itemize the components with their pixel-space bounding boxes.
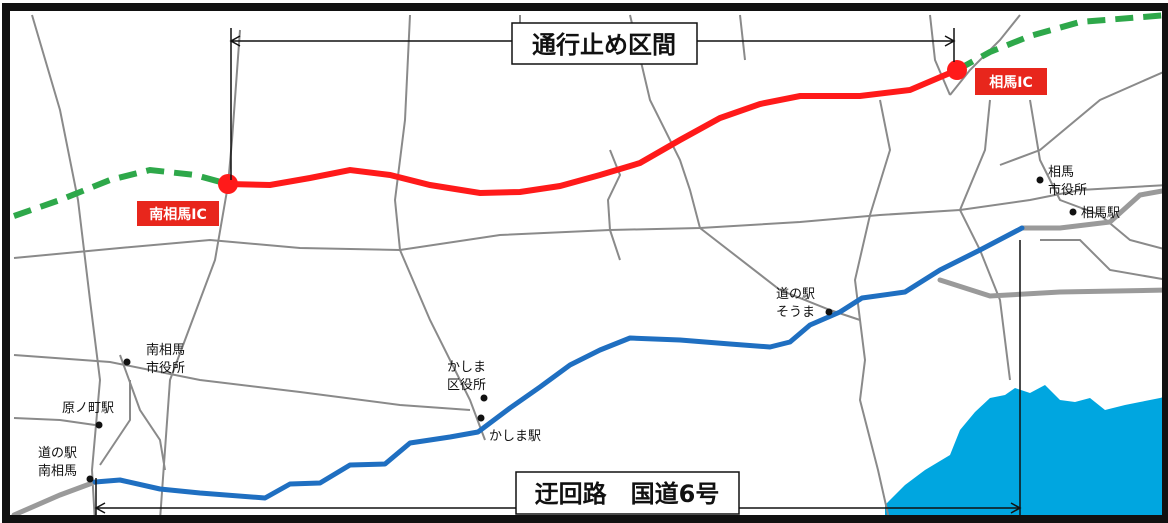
soma-city-hall-label-2: 市役所 <box>1048 182 1087 198</box>
place-soma-station: 相馬駅 <box>1069 206 1120 221</box>
detour-label-box: 迂回路 国道6号 <box>515 471 740 515</box>
map-frame <box>2 3 1168 523</box>
place-kashima-station: かしま駅 <box>477 414 541 444</box>
closure-section-bracket <box>229 28 956 180</box>
expressway-open-sections <box>13 12 1168 219</box>
kashima-ward-office-dot <box>480 394 488 402</box>
minamisoma-city-hall-dot <box>123 358 131 366</box>
michinoeki-soma-label-1: 道の駅 <box>776 287 815 302</box>
minamisoma-city-hall-label-1: 南相馬 <box>146 342 185 358</box>
place-minamisoma-city-hall: 南相馬 市役所 <box>123 342 185 376</box>
major-roads <box>11 187 1168 518</box>
soma-ic-text: 相馬IC <box>989 74 1032 91</box>
kashima-ward-office-label-1: かしま <box>447 360 486 375</box>
place-soma-city-hall: 相馬 市役所 <box>1036 165 1087 198</box>
minamisoma-city-hall-label-2: 市役所 <box>146 360 185 376</box>
soma-station-dot <box>1069 208 1077 216</box>
closure-section-label-box: 通行止め区間 <box>511 22 698 65</box>
soma-ic-marker <box>947 60 967 80</box>
michinoeki-soma-dot <box>825 308 833 316</box>
detour-route-national-6 <box>92 225 1025 501</box>
closure-section-label: 通行止め区間 <box>532 31 676 59</box>
kashima-station-dot <box>477 414 485 422</box>
kashima-ward-office-label-2: 区役所 <box>447 378 486 393</box>
place-kashima-ward-office: かしま 区役所 <box>447 360 488 402</box>
michinoeki-minamisoma-label-1: 道の駅 <box>38 446 77 461</box>
haranomachi-station-dot <box>95 421 103 429</box>
minamisoma-ic-text: 南相馬IC <box>149 206 206 223</box>
detour-bracket <box>94 240 1022 516</box>
kashima-station-label: かしま駅 <box>489 429 541 444</box>
minamisoma-ic-label: 南相馬IC <box>137 201 219 226</box>
michinoeki-minamisoma-label-2: 南相馬 <box>38 463 77 479</box>
detour-label: 迂回路 国道6号 <box>535 480 720 508</box>
closed-expressway-route <box>225 67 960 197</box>
soma-station-label: 相馬駅 <box>1081 206 1120 221</box>
soma-ic-label: 相馬IC <box>975 68 1047 95</box>
michinoeki-minamisoma-dot <box>86 475 94 483</box>
sea-area <box>885 385 1168 523</box>
michinoeki-soma-label-2: そうま <box>776 305 815 320</box>
soma-city-hall-dot <box>1036 176 1044 184</box>
local-roads <box>13 14 1168 523</box>
place-michinoeki-minamisoma: 道の駅 南相馬 <box>38 446 94 483</box>
soma-city-hall-label-1: 相馬 <box>1048 165 1074 180</box>
place-michinoeki-soma: 道の駅 そうま <box>776 287 833 320</box>
minamisoma-ic-marker <box>218 174 238 194</box>
place-haranomachi-station: 原ノ町駅 <box>62 401 114 429</box>
haranomachi-station-label: 原ノ町駅 <box>62 401 114 416</box>
